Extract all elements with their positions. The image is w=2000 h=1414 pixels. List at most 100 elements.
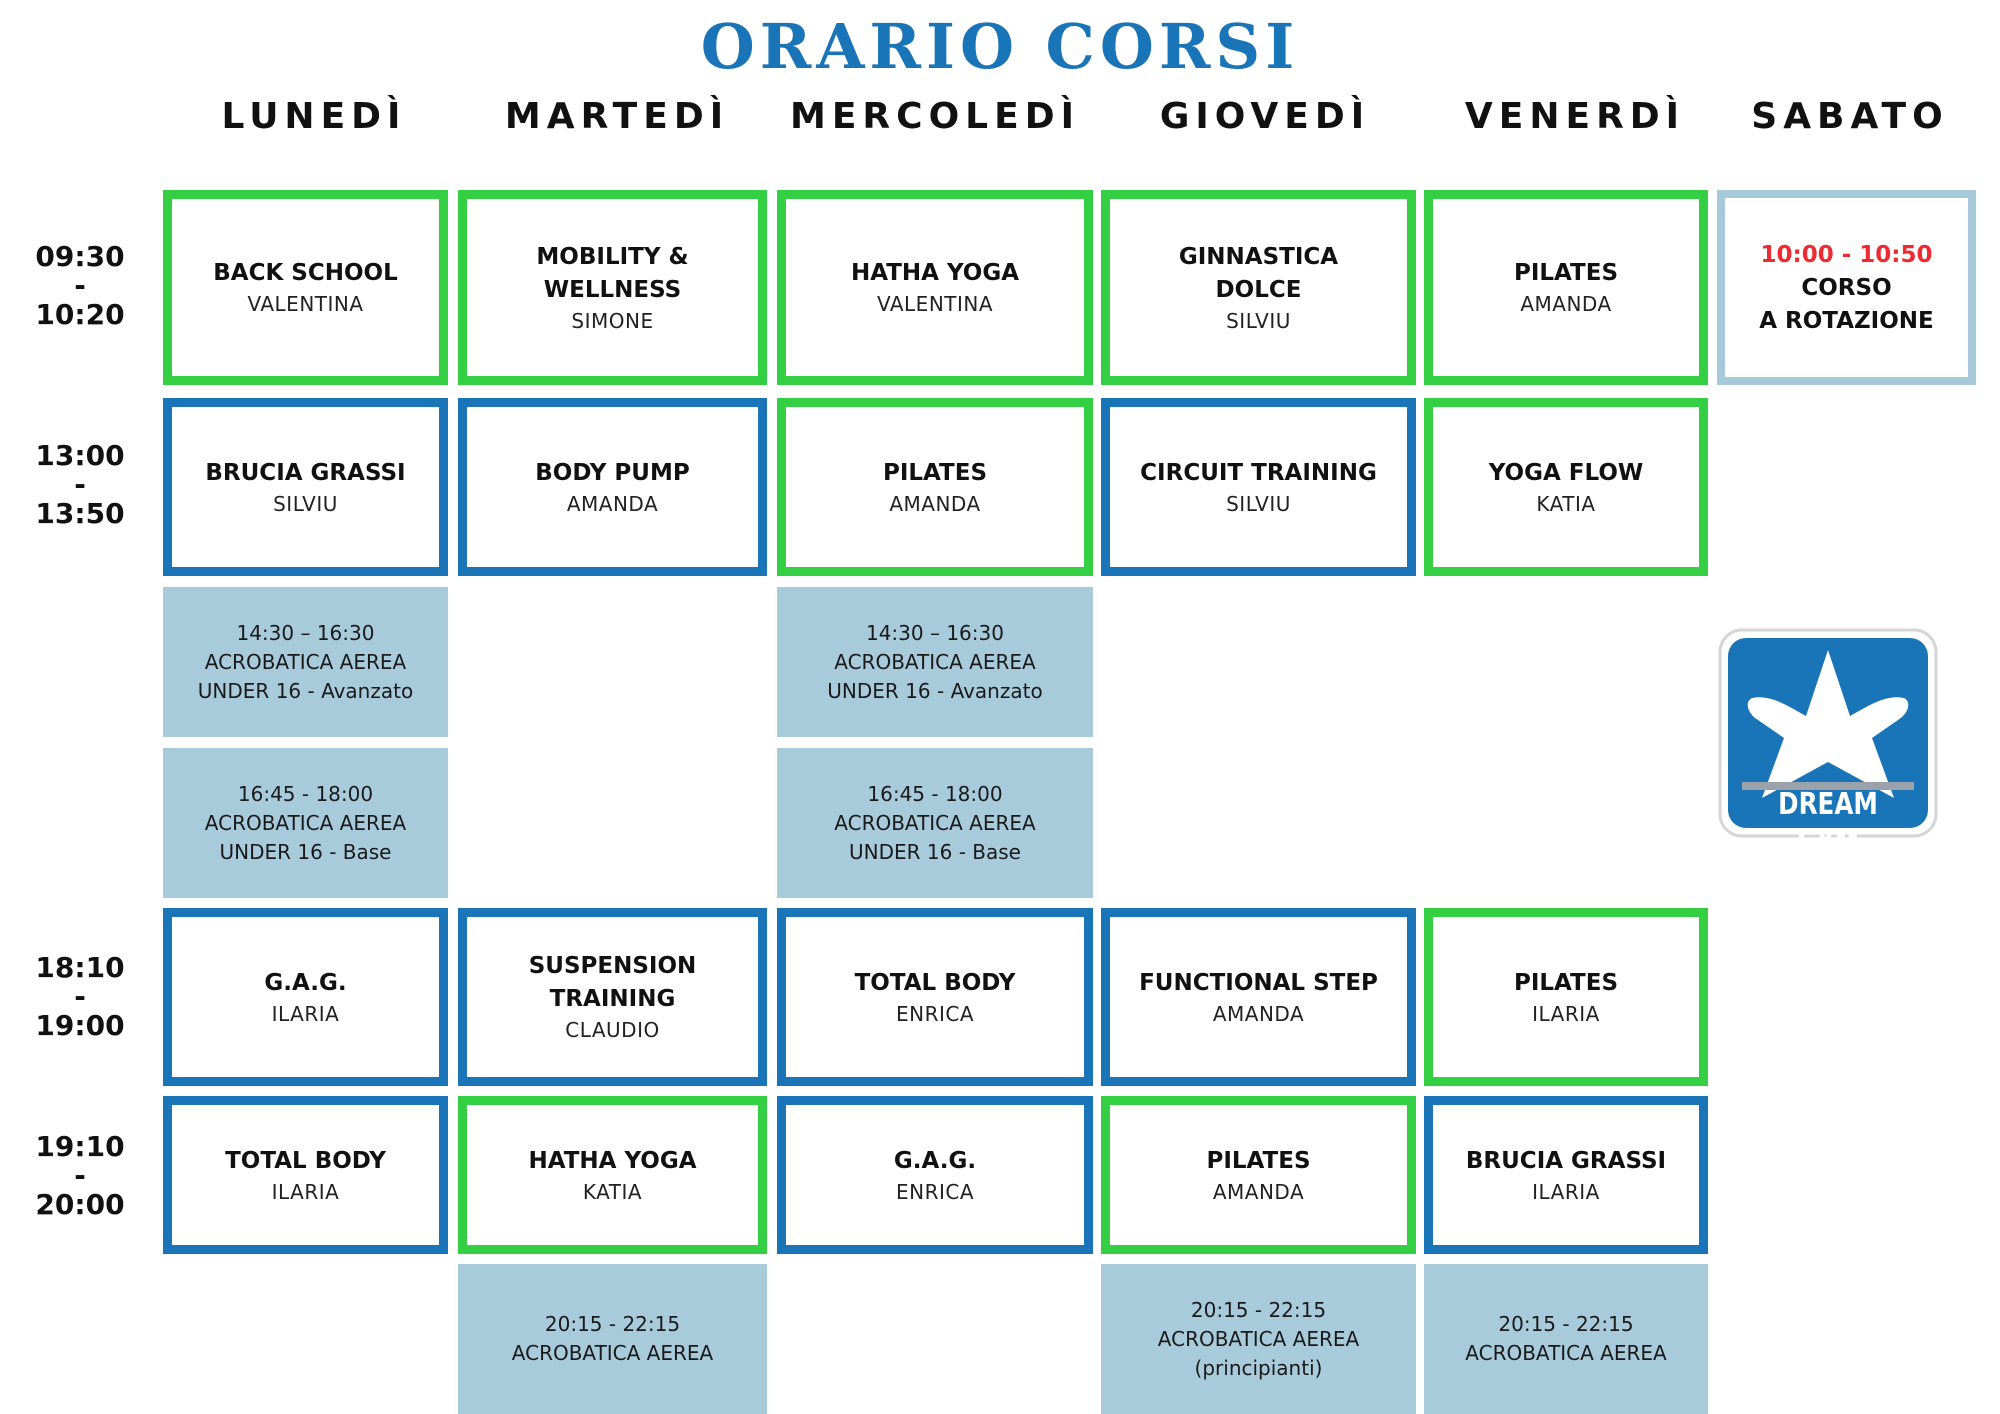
instructor-name: ENRICA <box>895 1001 975 1026</box>
instructor-name: ENRICA <box>895 1179 975 1204</box>
class-card-wed-slot1[interactable]: HATHA YOGA VALENTINA <box>777 190 1093 385</box>
class-card-fri-slot2[interactable]: YOGA FLOW KATIA <box>1424 398 1708 576</box>
instructor-name: VALENTINA <box>876 292 994 316</box>
time-separator: - <box>74 1159 86 1192</box>
class-card-fri-slot4[interactable]: BRUCIA GRASSI ILARIA <box>1424 1096 1708 1254</box>
instructor-name: SILVIU <box>1226 308 1291 333</box>
class-name: PILATES <box>1513 969 1619 996</box>
class-card-fri-slot1[interactable]: PILATES AMANDA <box>1424 190 1708 385</box>
instructor-name: SILVIU <box>273 491 338 516</box>
time-start: 18:10 <box>35 951 125 984</box>
class-details: 14:30 – 16:30 ACROBATICA AEREA UNDER 16 … <box>827 620 1043 703</box>
day-header-saturday: SABATO <box>1751 96 1949 137</box>
class-card-wed-slot4[interactable]: G.A.G. ENRICA <box>777 1096 1093 1254</box>
time-slot-2: 13:00 - 13:50 <box>20 441 140 528</box>
time-start: 19:10 <box>35 1130 125 1163</box>
class-name: YOGA FLOW <box>1488 459 1644 486</box>
class-name: G.A.G. <box>264 969 347 996</box>
class-card-tue-slot1[interactable]: MOBILITY & WELLNESS SIMONE <box>458 190 767 385</box>
time-separator: - <box>74 269 86 302</box>
day-header-thursday: GIOVEDÌ <box>1159 96 1371 137</box>
class-name: FUNCTIONAL STEP <box>1139 969 1378 996</box>
day-header-friday: VENERDÌ <box>1464 96 1686 137</box>
class-card-thu-slot1[interactable]: GINNASTICA DOLCE SILVIU <box>1101 190 1416 385</box>
class-card-thu-slot4[interactable]: PILATES AMANDA <box>1101 1096 1416 1254</box>
class-card-mon-acro-base[interactable]: 16:45 - 18:00 ACROBATICA AEREA UNDER 16 … <box>163 748 448 898</box>
instructor-name: ILARIA <box>271 1179 340 1204</box>
class-name-line2: A ROTAZIONE <box>1759 307 1934 334</box>
class-details: 20:15 - 22:15 ACROBATICA AEREA <box>1465 1312 1667 1365</box>
time-slot-3: 18:10 - 19:00 <box>20 953 140 1040</box>
instructor-name: CLAUDIO <box>565 1018 660 1042</box>
class-name: BACK SCHOOL <box>213 260 398 286</box>
class-details: 20:15 - 22:15 ACROBATICA AEREA <box>511 1312 714 1365</box>
class-card-wed-acro-advanced[interactable]: 14:30 – 16:30 ACROBATICA AEREA UNDER 16 … <box>777 587 1093 737</box>
logo-text: DREAM GYM <box>1778 787 1878 860</box>
class-name: BODY PUMP <box>535 459 690 486</box>
class-card-wed-acro-base[interactable]: 16:45 - 18:00 ACROBATICA AEREA UNDER 16 … <box>777 748 1093 898</box>
instructor-name: SILVIU <box>1226 491 1291 516</box>
class-card-thu-slot3[interactable]: FUNCTIONAL STEP AMANDA <box>1101 908 1416 1086</box>
instructor-name: AMANDA <box>1212 1001 1305 1026</box>
page-title: ORARIO CORSI <box>700 10 1300 83</box>
time-end: 13:50 <box>35 497 125 530</box>
star-logo-icon <box>1718 628 1938 838</box>
class-card-mon-acro-advanced[interactable]: 14:30 – 16:30 ACROBATICA AEREA UNDER 16 … <box>163 587 448 737</box>
day-header-monday: LUNEDÌ <box>221 96 407 137</box>
class-card-tue-slot2[interactable]: BODY PUMP AMANDA <box>458 398 767 576</box>
class-name: TOTAL BODY <box>225 1147 386 1174</box>
time-end: 19:00 <box>35 1009 125 1042</box>
class-card-fri-slot3[interactable]: PILATES ILARIA <box>1424 908 1708 1086</box>
time-end: 20:00 <box>35 1188 125 1221</box>
day-header-tuesday: MARTEDÌ <box>504 96 730 137</box>
time-slot-4: 19:10 - 20:00 <box>20 1132 140 1219</box>
class-name: GINNASTICA DOLCE <box>1178 243 1339 303</box>
class-name: BRUCIA GRASSI <box>1465 1147 1667 1174</box>
class-details: 16:45 - 18:00 ACROBATICA AEREA UNDER 16 … <box>204 781 407 864</box>
instructor-name: ILARIA <box>1532 1179 1600 1204</box>
class-name: TOTAL BODY <box>854 969 1016 996</box>
class-card-sat-rotation[interactable]: 10:00 - 10:50 CORSO A ROTAZIONE <box>1717 190 1976 385</box>
class-card-wed-slot3[interactable]: TOTAL BODY ENRICA <box>777 908 1093 1086</box>
class-name: HATHA YOGA <box>850 260 1020 286</box>
class-card-mon-slot2[interactable]: BRUCIA GRASSI SILVIU <box>163 398 448 576</box>
time-separator: - <box>74 980 86 1013</box>
time-separator: - <box>74 468 86 501</box>
class-card-thu-acro-evening[interactable]: 20:15 - 22:15 ACROBATICA AEREA (principi… <box>1101 1264 1416 1414</box>
instructor-name: ILARIA <box>271 1001 340 1026</box>
saturday-time: 10:00 - 10:50 <box>1760 241 1933 268</box>
class-card-mon-slot3[interactable]: G.A.G. ILARIA <box>163 908 448 1086</box>
instructor-name: ILARIA <box>1532 1001 1600 1026</box>
class-card-tue-slot3[interactable]: SUSPENSION TRAINING CLAUDIO <box>458 908 767 1086</box>
class-name: CIRCUIT TRAINING <box>1140 459 1377 486</box>
instructor-name: AMANDA <box>1212 1179 1305 1204</box>
day-header-wednesday: MERCOLEDÌ <box>790 96 1080 137</box>
instructor-name: VALENTINA <box>247 292 364 316</box>
dream-gym-logo: DREAM GYM <box>1718 628 1938 860</box>
class-name: SUSPENSION TRAINING <box>528 953 697 1012</box>
class-name: MOBILITY & WELLNESS <box>536 243 689 303</box>
time-start: 13:00 <box>35 439 125 472</box>
class-name: PILATES <box>1206 1147 1311 1174</box>
class-card-mon-slot4[interactable]: TOTAL BODY ILARIA <box>163 1096 448 1254</box>
time-start: 09:30 <box>35 240 125 273</box>
class-card-tue-slot4[interactable]: HATHA YOGA KATIA <box>458 1096 767 1254</box>
class-details: 14:30 – 16:30 ACROBATICA AEREA UNDER 16 … <box>197 620 414 703</box>
class-name: BRUCIA GRASSI <box>205 459 406 486</box>
class-card-wed-slot2[interactable]: PILATES AMANDA <box>777 398 1093 576</box>
class-details: 20:15 - 22:15 ACROBATICA AEREA (principi… <box>1157 1297 1360 1380</box>
instructor-name: AMANDA <box>889 491 981 516</box>
time-end: 10:20 <box>35 298 125 331</box>
class-card-tue-acro-evening[interactable]: 20:15 - 22:15 ACROBATICA AEREA <box>458 1264 767 1414</box>
class-details: 16:45 - 18:00 ACROBATICA AEREA UNDER 16 … <box>834 781 1036 864</box>
time-slot-1: 09:30 - 10:20 <box>20 242 140 329</box>
instructor-name: AMANDA <box>566 491 659 516</box>
instructor-name: SIMONE <box>571 308 654 333</box>
class-name: PILATES <box>1513 260 1619 286</box>
class-card-fri-acro-evening[interactable]: 20:15 - 22:15 ACROBATICA AEREA <box>1424 1264 1708 1414</box>
instructor-name: AMANDA <box>1520 292 1612 316</box>
class-card-thu-slot2[interactable]: CIRCUIT TRAINING SILVIU <box>1101 398 1416 576</box>
instructor-name: KATIA <box>1536 491 1596 516</box>
class-card-mon-slot1[interactable]: BACK SCHOOL VALENTINA <box>163 190 448 385</box>
class-name: PILATES <box>882 459 988 486</box>
